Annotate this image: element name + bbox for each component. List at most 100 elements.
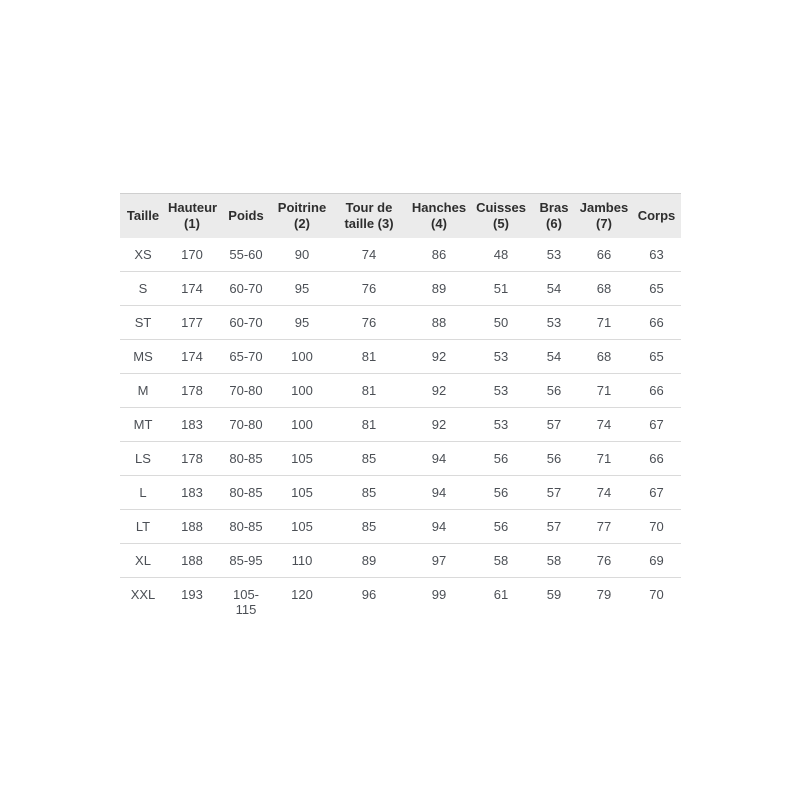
table-cell: 174: [181, 281, 203, 296]
table-cell: 80-85: [229, 519, 263, 534]
table-cell: 85: [361, 519, 377, 534]
table-cell: 70-80: [229, 383, 263, 398]
table-cell: 71: [596, 383, 612, 398]
table-cell: 57: [546, 485, 562, 500]
table-cell: 56: [546, 451, 562, 466]
size-chart-table: Taille Hauteur (1) Poids Poitrine (2) Tour de t…: [120, 193, 681, 626]
table-cell: 81: [361, 349, 377, 364]
table-cell: 63: [649, 247, 664, 262]
column-header-line: Cuisses: [476, 200, 526, 215]
table-cell: 74: [361, 247, 377, 262]
size-label-cell: LS: [135, 451, 151, 466]
table-cell: 76: [361, 315, 377, 330]
column-header-line: taille (3): [344, 216, 394, 231]
table-cell: 80-85: [229, 485, 263, 500]
table-cell: 65: [649, 349, 664, 364]
column-header-line: (1): [184, 216, 200, 231]
column-header-line: Corps: [637, 208, 676, 223]
table-cell: 53: [546, 247, 562, 262]
table-cell: 94: [431, 451, 447, 466]
table-cell: 67: [649, 485, 664, 500]
table-cell: 92: [431, 349, 447, 364]
table-cell: 105: [291, 451, 313, 466]
table-body: XS 170 55-60 90 74 86 48 53 66 63 S 174 60-70 95 76 89 5…: [120, 238, 681, 626]
table-cell: 65: [649, 281, 664, 296]
column-header-line: Hanches: [411, 200, 467, 215]
table-cell: 120: [291, 587, 313, 602]
table-cell: 57: [546, 417, 562, 432]
table-row: ST 177 60-70 95 76 88 50 53 71 66: [120, 306, 681, 340]
table-row: XS 170 55-60 90 74 86 48 53 66 63: [120, 238, 681, 272]
table-cell: 81: [361, 417, 377, 432]
size-label-cell: L: [139, 485, 147, 500]
table-cell: 105: [291, 519, 313, 534]
column-header-line: (4): [431, 216, 447, 231]
table-cell: 74: [596, 485, 612, 500]
table-cell: 60-70: [229, 281, 263, 296]
table-cell: 58: [546, 553, 562, 568]
column-header-line: Bras: [539, 200, 569, 215]
table-cell: 183: [181, 485, 203, 500]
size-label-cell: S: [138, 281, 148, 296]
size-label-cell: ST: [134, 315, 152, 330]
table-cell: 57: [546, 519, 562, 534]
table-cell: 94: [431, 519, 447, 534]
table-cell: 54: [546, 349, 562, 364]
column-header: Tour de taille (3): [330, 193, 408, 238]
column-header-line: (2): [294, 216, 310, 231]
table-cell: 100: [291, 417, 313, 432]
table-row: M 178 70-80 100 81 92 53 56 71 66: [120, 374, 681, 408]
table-cell: 89: [361, 553, 377, 568]
column-header-line: Hauteur: [168, 200, 218, 215]
table-cell: 85: [361, 485, 377, 500]
table-cell: 96: [361, 587, 377, 602]
table-cell: 174: [181, 349, 203, 364]
table-cell: 53: [546, 315, 562, 330]
table-cell: 94: [431, 485, 447, 500]
header-row: Taille Hauteur (1) Poids Poitrine (2) Tour de t…: [120, 193, 681, 238]
table-cell: 188: [181, 519, 203, 534]
table-cell: 76: [596, 553, 612, 568]
table-row: LT 188 80-85 105 85 94 56 57 77 70: [120, 510, 681, 544]
table-cell: 54: [546, 281, 562, 296]
table-cell: 66: [596, 247, 612, 262]
table-cell: 55-60: [229, 247, 263, 262]
size-label-cell: XS: [134, 247, 152, 262]
table-cell: 56: [493, 519, 509, 534]
column-header-line: Tour de: [345, 200, 393, 215]
table-cell: 56: [493, 485, 509, 500]
table-row: S 174 60-70 95 76 89 51 54 68 65: [120, 272, 681, 306]
table-cell: 81: [361, 383, 377, 398]
table-cell: 66: [649, 315, 664, 330]
column-header: Cuisses (5): [470, 193, 532, 238]
table-cell: 53: [493, 417, 509, 432]
table-row: XL 188 85-95 110 89 97 58 58 76 69: [120, 544, 681, 578]
table-cell: 50: [493, 315, 509, 330]
column-header: Poitrine (2): [274, 193, 330, 238]
column-header-line: Taille: [126, 208, 160, 223]
table-cell: 74: [596, 417, 612, 432]
size-label-cell: LT: [135, 519, 151, 534]
table-row: XXL 193 105-115 120 96 99 61 59 79 70: [120, 578, 681, 627]
table-cell: 99: [431, 587, 447, 602]
table-cell: 193: [181, 587, 203, 602]
table-cell: 86: [431, 247, 447, 262]
table-cell: 177: [181, 315, 203, 330]
table-cell: 79: [596, 587, 612, 602]
table-cell: 77: [596, 519, 612, 534]
table-row: MT 183 70-80 100 81 92 53 57 74 67: [120, 408, 681, 442]
table-cell: 66: [649, 383, 664, 398]
table-cell: 110: [291, 553, 313, 568]
column-header: Hauteur (1): [166, 193, 218, 238]
table-row: LS 178 80-85 105 85 94 56 56 71 66: [120, 442, 681, 476]
table-cell: 70: [649, 587, 664, 602]
column-header-line: Poitrine: [277, 200, 327, 215]
table-cell: 53: [493, 349, 509, 364]
column-header-line: (6): [546, 216, 562, 231]
column-header-line: Poids: [228, 208, 264, 223]
column-header: Corps: [632, 193, 681, 238]
table-cell: 51: [493, 281, 509, 296]
table-row: MS 174 65-70 100 81 92 53 54 68 65: [120, 340, 681, 374]
table-cell: 67: [649, 417, 664, 432]
